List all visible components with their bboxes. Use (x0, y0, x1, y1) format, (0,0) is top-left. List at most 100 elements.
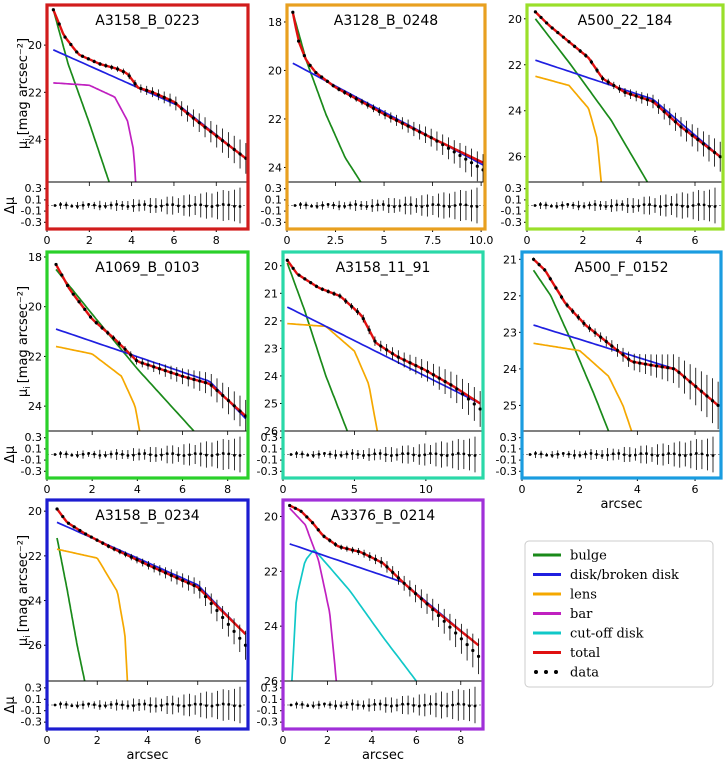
residual-point (633, 453, 637, 457)
residual-point (321, 203, 324, 207)
residual-point (373, 702, 377, 706)
data-point (412, 127, 416, 131)
residual-point (376, 203, 380, 207)
panel-frame (520, 250, 723, 480)
series-bar (289, 507, 338, 681)
residual-point (628, 454, 632, 458)
data-point (677, 370, 681, 374)
residual-point (334, 454, 338, 457)
residual-point (171, 452, 175, 455)
residual-point (126, 205, 130, 208)
residual-point (672, 452, 676, 456)
series-disk (286, 306, 481, 405)
data-point (408, 361, 412, 365)
data-point (158, 568, 162, 572)
data-point (192, 377, 196, 382)
data-point (623, 90, 627, 94)
residual-point (539, 452, 543, 456)
y-tick-label: 24 (28, 595, 42, 608)
residual-point (473, 454, 477, 457)
residual-point (425, 204, 429, 208)
residual-point (143, 203, 147, 206)
residual-point (409, 203, 413, 206)
residual-point (160, 704, 163, 707)
data-point (326, 289, 330, 294)
data-point (601, 76, 605, 81)
data-point (146, 563, 151, 567)
data-point (423, 133, 428, 137)
series-lens (56, 548, 129, 681)
x-tick-label: 4 (636, 234, 643, 247)
y-tick-label: 24 (28, 400, 42, 413)
residual-point (210, 205, 214, 208)
x-tick-label: 6 (194, 734, 201, 747)
data-point (238, 636, 242, 640)
residual-point (300, 452, 304, 456)
residual-point (92, 203, 96, 207)
data-point (226, 143, 230, 147)
residual-point (387, 204, 391, 208)
data-point (379, 344, 383, 348)
data-point (129, 555, 133, 559)
residual-point (468, 453, 471, 457)
data-point (373, 339, 377, 343)
residual-point (53, 703, 57, 707)
data-point (425, 602, 429, 606)
data-point (442, 619, 446, 623)
residual-point (683, 454, 687, 457)
data-point (459, 637, 463, 641)
data-point (400, 121, 404, 125)
data-point (654, 364, 659, 368)
data-point (332, 292, 336, 296)
data-point (367, 328, 371, 332)
residual-point (642, 203, 646, 207)
data-point (115, 67, 120, 71)
residual-point (470, 204, 473, 208)
x-tick-label: 0 (284, 234, 291, 247)
residual-point (595, 452, 598, 456)
data-point (84, 532, 88, 536)
data-point (604, 339, 608, 344)
residual-point (227, 452, 231, 456)
x-axis-label: arcsec (600, 497, 642, 512)
panel-A3128_B_0248: 0.30.1-0.1-0.3 18 20 22 24 0 2.5 5 7.5 10.0 A3128_… (261, 3, 493, 247)
legend-box (524, 540, 714, 688)
residual-point (76, 205, 79, 208)
residual-point (389, 704, 393, 708)
residual-point (171, 203, 175, 206)
data-point (454, 631, 458, 635)
data-point (185, 111, 190, 116)
y-tick-label: 22 (28, 550, 42, 563)
residual-point (412, 453, 416, 457)
data-point (464, 157, 468, 161)
y-tick-label: 20 (28, 505, 42, 518)
residual-point (126, 704, 130, 708)
data-point (135, 558, 139, 562)
residual-point (104, 704, 107, 708)
data-point (443, 379, 447, 384)
panel-title: A3158_11_91 (336, 260, 431, 276)
residual-point (459, 203, 462, 206)
residual-tick-label: 0.3 (261, 681, 279, 694)
residual-point (232, 204, 236, 208)
data-point (429, 136, 433, 140)
residual-tick-label: 0.3 (261, 431, 279, 444)
residual-point (384, 703, 388, 707)
data-point (140, 361, 144, 365)
residual-point (381, 203, 385, 206)
data-point (156, 93, 160, 97)
data-point (610, 344, 614, 348)
panel-frame (285, 3, 487, 231)
data-point (707, 146, 711, 150)
residual-point (53, 204, 57, 207)
data-point (163, 571, 168, 575)
residual-tick-label: -0.1 (501, 205, 522, 218)
y-tick-label: 24 (264, 370, 278, 383)
residual-point (451, 703, 455, 707)
residual-point (81, 703, 85, 707)
data-point (297, 273, 301, 277)
data-point (293, 506, 297, 510)
